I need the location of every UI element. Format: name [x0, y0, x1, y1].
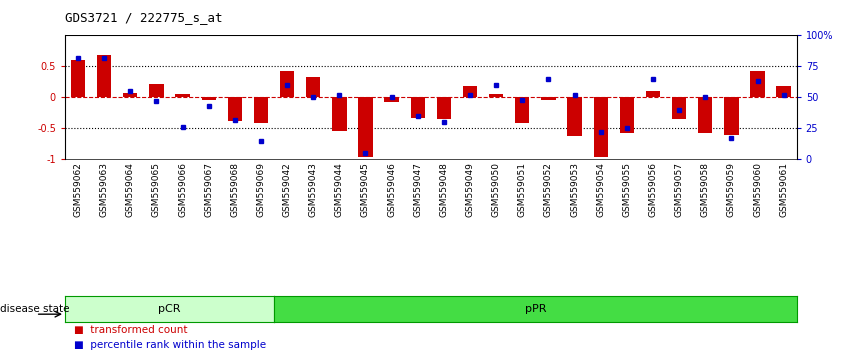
Text: GSM559058: GSM559058 [701, 162, 710, 217]
Text: ■  percentile rank within the sample: ■ percentile rank within the sample [74, 341, 266, 350]
Text: GSM559062: GSM559062 [74, 162, 82, 217]
Bar [489, 94, 503, 97]
Text: GSM559050: GSM559050 [492, 162, 501, 217]
Text: GSM559046: GSM559046 [387, 162, 396, 217]
Text: GSM559060: GSM559060 [753, 162, 762, 217]
Bar [646, 91, 660, 97]
Text: disease state: disease state [0, 304, 69, 314]
Text: GSM559053: GSM559053 [570, 162, 579, 217]
Bar [123, 93, 138, 97]
Text: GSM559064: GSM559064 [126, 162, 135, 217]
Text: GSM559049: GSM559049 [466, 162, 475, 217]
Bar [202, 97, 216, 101]
Bar [97, 55, 112, 97]
Bar [436, 97, 451, 119]
Bar [515, 97, 529, 123]
Text: GSM559068: GSM559068 [230, 162, 239, 217]
Text: GSM559055: GSM559055 [623, 162, 631, 217]
Bar [777, 86, 791, 97]
Text: ■  transformed count: ■ transformed count [74, 325, 187, 335]
Bar [228, 97, 242, 121]
Text: GSM559048: GSM559048 [439, 162, 449, 217]
Bar [71, 60, 85, 97]
Text: GSM559056: GSM559056 [649, 162, 657, 217]
Bar [672, 97, 686, 119]
Text: GSM559047: GSM559047 [413, 162, 423, 217]
Bar [254, 97, 268, 123]
Text: GSM559044: GSM559044 [335, 162, 344, 217]
Bar [359, 97, 372, 158]
Text: GSM559057: GSM559057 [675, 162, 683, 217]
Text: GSM559066: GSM559066 [178, 162, 187, 217]
Text: GSM559051: GSM559051 [518, 162, 527, 217]
Bar [333, 97, 346, 131]
Bar [149, 84, 164, 97]
Text: pPR: pPR [525, 304, 546, 314]
Bar [593, 97, 608, 158]
Text: GSM559069: GSM559069 [256, 162, 266, 217]
Bar [541, 97, 556, 100]
Text: GSM559045: GSM559045 [361, 162, 370, 217]
Text: GDS3721 / 222775_s_at: GDS3721 / 222775_s_at [65, 11, 223, 24]
Bar [385, 97, 399, 102]
Text: GSM559043: GSM559043 [309, 162, 318, 217]
Text: pCR: pCR [158, 304, 181, 314]
Text: GSM559061: GSM559061 [779, 162, 788, 217]
Text: GSM559059: GSM559059 [727, 162, 736, 217]
Text: GSM559067: GSM559067 [204, 162, 213, 217]
Bar [750, 71, 765, 97]
Text: GSM559054: GSM559054 [596, 162, 605, 217]
Bar [306, 77, 320, 97]
Bar [462, 86, 477, 97]
Bar [724, 97, 739, 135]
Bar [410, 97, 425, 118]
Bar [176, 94, 190, 97]
Text: GSM559042: GSM559042 [282, 162, 292, 217]
Bar [280, 71, 294, 97]
Bar [567, 97, 582, 136]
Bar [698, 97, 713, 133]
Text: GSM559065: GSM559065 [152, 162, 161, 217]
Text: GSM559063: GSM559063 [100, 162, 108, 217]
Text: GSM559052: GSM559052 [544, 162, 553, 217]
Bar [620, 97, 634, 133]
